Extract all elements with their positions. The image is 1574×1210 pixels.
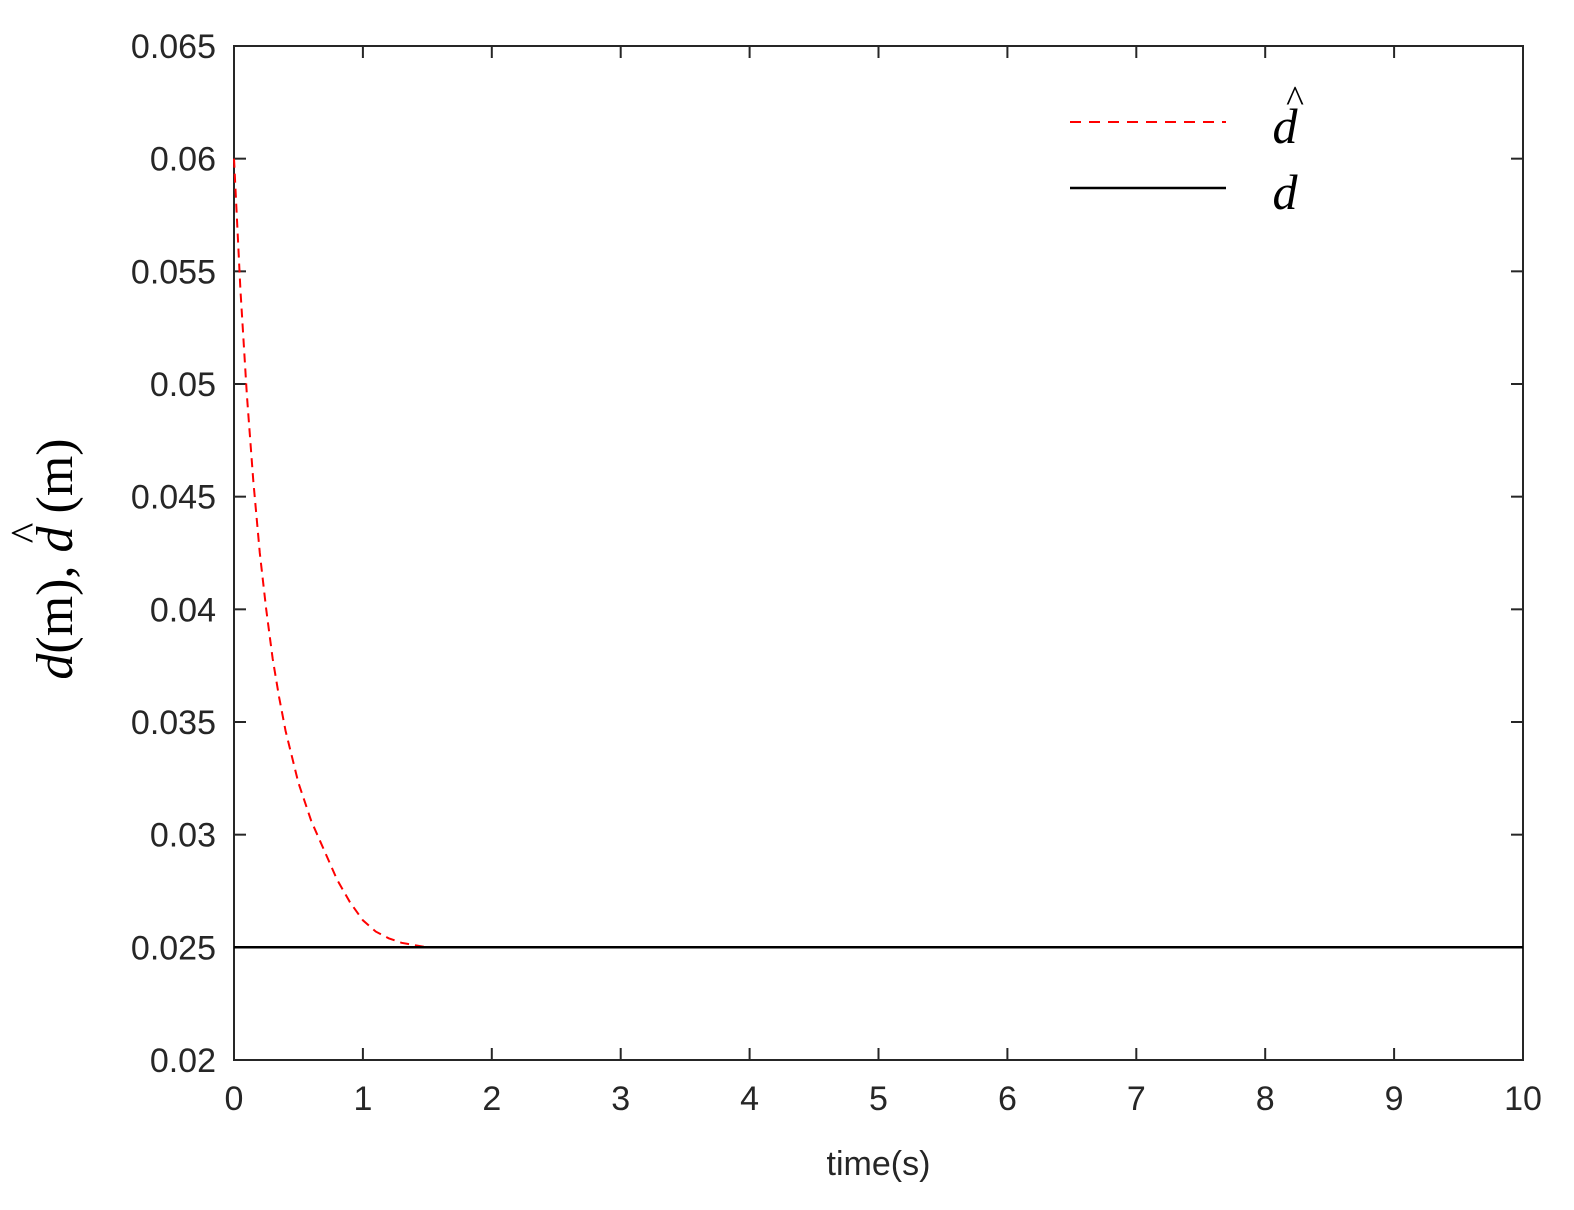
y-tick-label: 0.04: [150, 591, 216, 629]
x-axis-label: time(s): [827, 1145, 931, 1183]
x-tick-label: 5: [869, 1080, 888, 1118]
y-axis-label-dhat-unit: (m): [27, 438, 84, 526]
y-axis-label-dhat: d: [27, 526, 84, 553]
y-tick-label: 0.065: [131, 28, 216, 66]
y-tick-label: 0.025: [131, 929, 216, 967]
x-tick-label: 10: [1504, 1080, 1542, 1118]
series-line-0: [233, 158, 428, 949]
y-tick-label: 0.055: [131, 253, 216, 291]
legend-label-0: d: [1273, 98, 1299, 154]
y-tick-label: 0.02: [150, 1042, 216, 1080]
x-tick-label: 4: [740, 1080, 759, 1118]
x-tick-label: 9: [1385, 1080, 1404, 1118]
y-axis-label: d(m), d (m): [27, 438, 84, 679]
x-tick-label: 1: [353, 1080, 372, 1118]
series-layer: [233, 158, 1523, 949]
x-tick-label: 2: [482, 1080, 501, 1118]
axis-tick-labels: 0 1 2 3 4 5 6 7 8 9 10 0.02 0.025 0.03 0.035 0.04 0.045 0…: [131, 28, 1542, 1118]
y-tick-label: 0.03: [150, 817, 216, 855]
x-tick-label: 3: [611, 1080, 630, 1118]
y-tick-label: 0.035: [131, 704, 216, 742]
x-tick-label: 8: [1256, 1080, 1275, 1118]
y-axis-label-hat: ^: [2, 522, 51, 543]
y-axis-label-d-unit: (m),: [27, 553, 84, 654]
y-tick-label: 0.045: [131, 479, 216, 517]
x-tick-label: 7: [1127, 1080, 1146, 1118]
y-tick-label: 0.05: [150, 366, 216, 404]
plot-area: [233, 45, 1524, 1061]
x-tick-label: 0: [225, 1080, 244, 1118]
legend-hat-0: ^: [1286, 79, 1304, 121]
y-tick-label: 0.06: [150, 141, 216, 179]
axis-ticks: [233, 45, 1524, 1061]
legend: d^d: [1070, 79, 1304, 220]
x-tick-label: 6: [998, 1080, 1017, 1118]
y-axis-label-d: d: [27, 653, 84, 680]
legend-label-1: d: [1273, 164, 1299, 220]
